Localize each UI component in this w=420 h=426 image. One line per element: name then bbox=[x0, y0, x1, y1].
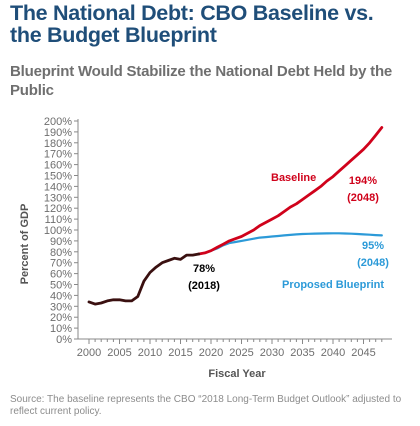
series-line-blueprint bbox=[197, 232, 383, 256]
y-tick-label: 10% bbox=[50, 323, 72, 335]
debt-line-chart: 0%10%20%30%40%50%60%70%80%90%100%110%120… bbox=[19, 116, 392, 380]
y-axis-ticks: 0%10%20%30%40%50%60%70%80%90%100%110%120… bbox=[44, 116, 78, 346]
x-tick-label: 2035 bbox=[290, 347, 314, 359]
y-tick-label: 140% bbox=[44, 181, 72, 193]
chart-subtitle: Blueprint Would Stabilize the National D… bbox=[10, 63, 393, 99]
y-tick-label: 120% bbox=[44, 203, 72, 215]
x-tick-label: 2010 bbox=[138, 347, 162, 359]
x-tick-label: 2040 bbox=[321, 347, 345, 359]
y-tick-label: 80% bbox=[50, 247, 72, 259]
y-tick-label: 190% bbox=[44, 127, 72, 139]
series-group bbox=[87, 126, 384, 306]
y-tick-label: 90% bbox=[50, 236, 72, 248]
baseline-label: Baseline bbox=[271, 172, 316, 184]
baseline-end-value: 194% bbox=[349, 175, 377, 187]
y-axis-title: Percent of GDP bbox=[19, 204, 31, 285]
y-tick-label: 50% bbox=[50, 280, 72, 292]
x-tick-label: 2015 bbox=[168, 347, 192, 359]
x-axis-ticks: 2000 2005 2010 2015 2020 2025 2030 2035 2040 2045 bbox=[77, 339, 383, 359]
baseline-end-year: (2048) bbox=[347, 192, 379, 204]
x-tick-label: 2020 bbox=[199, 347, 223, 359]
y-tick-label: 150% bbox=[44, 171, 72, 183]
page-title: The National Debt: CBO Baseline vs. the … bbox=[10, 1, 374, 47]
y-tick-label: 170% bbox=[44, 149, 72, 161]
y-tick-label: 200% bbox=[44, 116, 72, 128]
y-tick-label: 110% bbox=[45, 214, 73, 226]
blueprint-end-value: 95% bbox=[362, 240, 384, 252]
x-tick-label: 2045 bbox=[351, 347, 375, 359]
current-year: (2018) bbox=[188, 280, 220, 292]
y-tick-label: 180% bbox=[44, 138, 72, 150]
x-tick-label: 2000 bbox=[77, 347, 101, 359]
y-tick-label: 130% bbox=[44, 192, 72, 204]
y-tick-label: 60% bbox=[50, 269, 72, 281]
series-line-baseline bbox=[197, 126, 384, 256]
x-tick-label: 2025 bbox=[229, 347, 253, 359]
y-tick-label: 30% bbox=[50, 301, 72, 313]
blueprint-end-year: (2048) bbox=[357, 257, 389, 269]
x-axis-title: Fiscal Year bbox=[208, 368, 266, 380]
y-tick-label: 20% bbox=[50, 312, 72, 324]
x-tick-label: 2005 bbox=[107, 347, 131, 359]
y-tick-label: 40% bbox=[50, 290, 72, 302]
y-tick-label: 0% bbox=[56, 334, 72, 346]
blueprint-label: Proposed Blueprint bbox=[282, 279, 384, 291]
y-tick-label: 70% bbox=[50, 258, 72, 270]
series-line-historical bbox=[87, 252, 201, 306]
current-value: 78% bbox=[193, 263, 215, 275]
source-note: Source: The baseline represents the CBO … bbox=[10, 394, 402, 417]
y-tick-label: 160% bbox=[44, 160, 72, 172]
y-tick-label: 100% bbox=[44, 225, 72, 237]
x-tick-label: 2030 bbox=[260, 347, 284, 359]
